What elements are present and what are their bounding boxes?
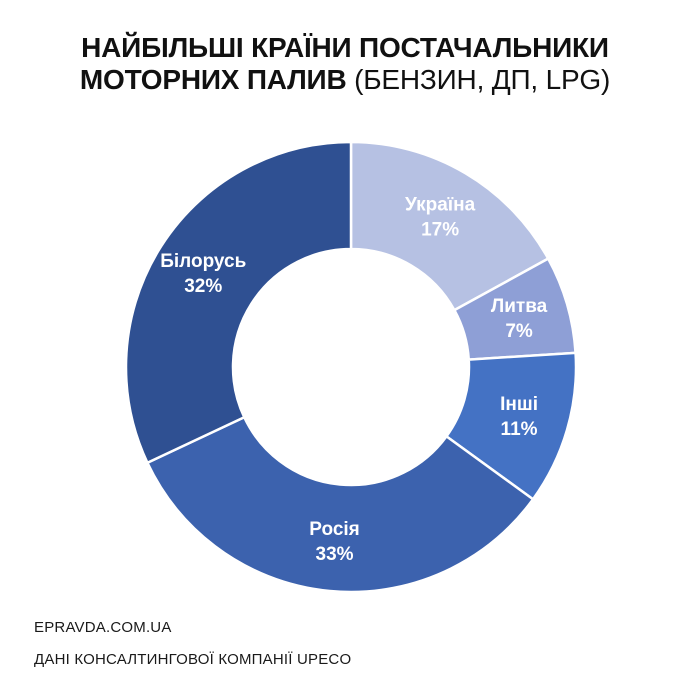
slices-group <box>124 140 578 594</box>
slice-value-0: 17% <box>421 219 459 240</box>
slice-0 <box>349 140 550 312</box>
slice-3 <box>146 415 535 594</box>
data-source-credit: ДАНІ КОНСАЛТИНГОВОЇ КОМПАНІЇ UPECO <box>34 651 352 668</box>
slice-label-3: Росія <box>309 519 360 540</box>
slice-label-0: Україна <box>405 194 476 215</box>
title-line-1: НАЙБІЛЬШІ КРАЇНИ ПОСТАЧАЛЬНИКИ <box>81 32 609 63</box>
title-line-2-normal: (БЕНЗИН, ДП, LPG) <box>354 64 611 95</box>
chart-title: НАЙБІЛЬШІ КРАЇНИ ПОСТАЧАЛЬНИКИ МОТОРНИХ … <box>0 32 690 96</box>
labels-group: Україна 17% Литва 7% Інші 11% Росія 33% Білорусь… <box>160 194 547 565</box>
slice-value-4: 32% <box>184 276 222 297</box>
source-block: EPRAVDA.COM.UA ДАНІ КОНСАЛТИНГОВОЇ КОМПА… <box>34 612 351 676</box>
slice-value-3: 33% <box>316 544 354 565</box>
slice-4 <box>124 140 353 465</box>
slice-label-1: Литва <box>491 296 548 317</box>
site-credit: EPRAVDA.COM.UA <box>34 619 172 636</box>
slice-label-2: Інші <box>500 394 538 415</box>
title-line-2-bold: МОТОРНИХ ПАЛИВ <box>79 64 347 95</box>
slice-label-4: Білорусь <box>160 251 246 272</box>
slice-value-1: 7% <box>505 321 533 342</box>
slice-value-2: 11% <box>501 419 538 440</box>
